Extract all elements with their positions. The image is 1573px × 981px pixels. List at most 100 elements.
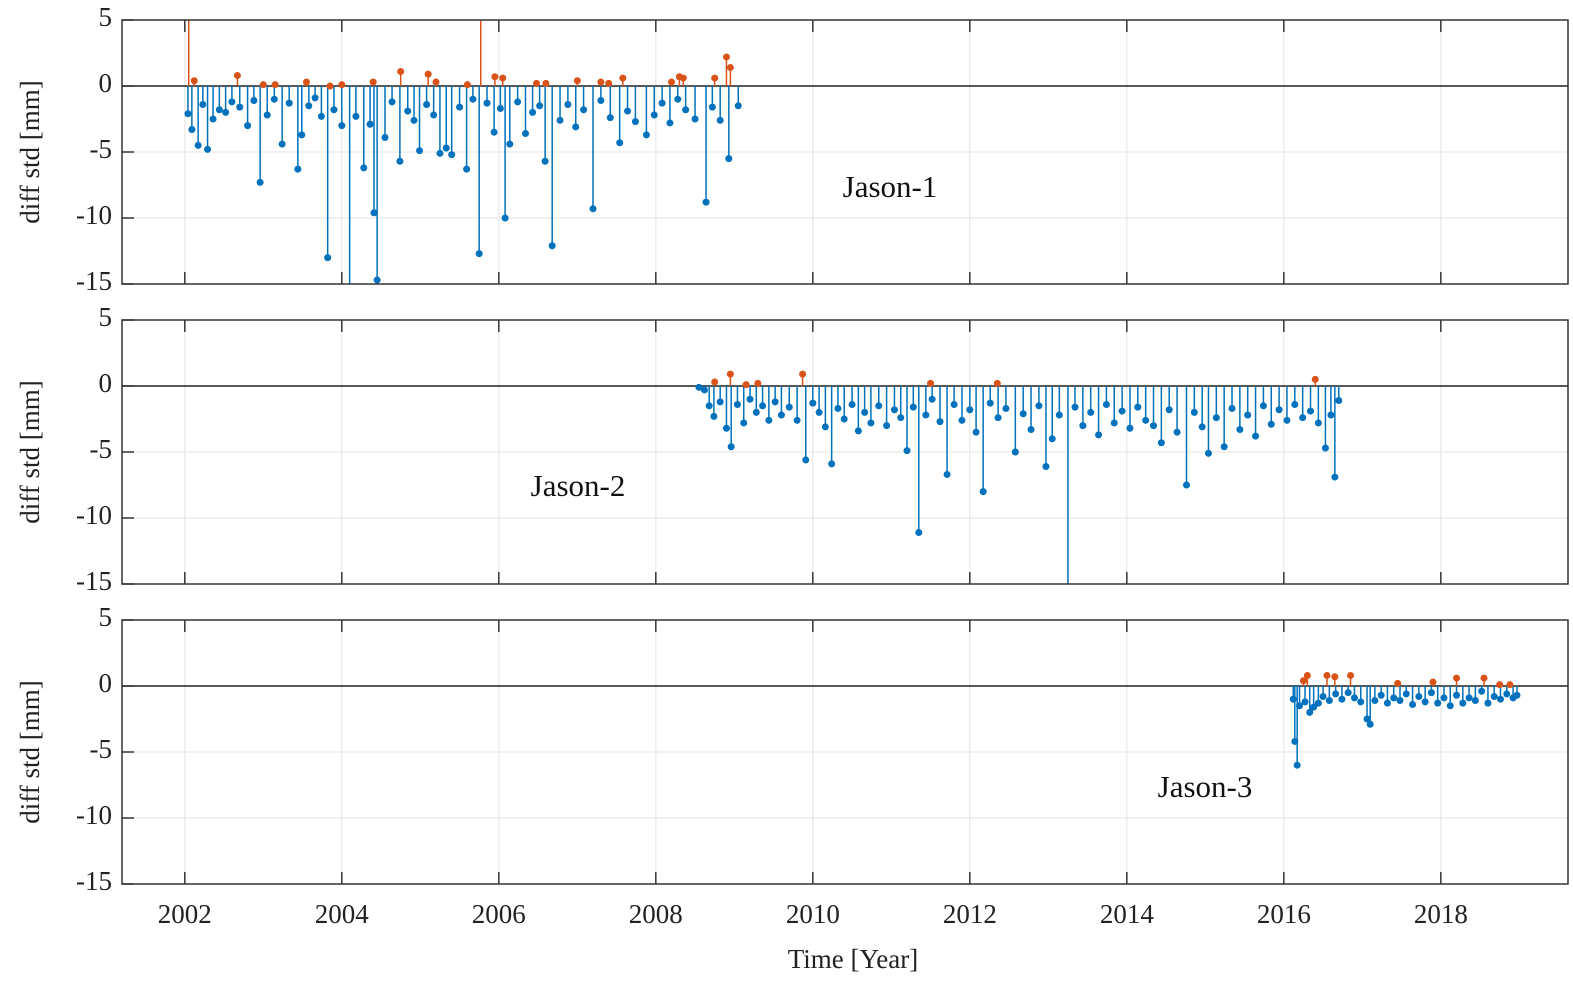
stem-marker <box>1064 594 1071 601</box>
stem-marker <box>564 100 572 108</box>
stem-marker <box>1220 443 1228 451</box>
y-axis-label: diff std [mm] <box>15 680 45 824</box>
y-tick-label: 5 <box>99 2 113 32</box>
y-tick-label: -15 <box>76 266 112 296</box>
stem-marker <box>448 151 456 159</box>
stem-marker <box>993 379 1001 387</box>
stem-marker <box>184 110 192 118</box>
stem-marker <box>875 402 883 410</box>
stem-marker <box>271 81 279 89</box>
stem-marker <box>1325 697 1333 705</box>
stem-marker <box>199 100 207 108</box>
stem-marker <box>733 400 741 408</box>
stem-marker <box>215 106 223 114</box>
stem-marker <box>490 128 498 136</box>
stem-marker <box>966 406 974 414</box>
stem-marker <box>1402 690 1410 698</box>
stem-marker <box>1396 697 1404 705</box>
stem-marker <box>1490 693 1498 701</box>
stem-marker <box>883 422 891 430</box>
stem-marker <box>759 402 767 410</box>
stem-marker <box>986 399 994 407</box>
stem-marker <box>1228 404 1236 412</box>
stem-marker <box>388 98 396 106</box>
stem-marker <box>521 130 529 138</box>
stem-marker <box>725 155 733 163</box>
stem-marker <box>1327 411 1335 419</box>
stem-marker <box>1484 699 1492 707</box>
y-tick-label: -5 <box>90 734 113 764</box>
stem-marker <box>475 250 483 258</box>
stem-marker <box>194 141 202 149</box>
stem-marker <box>915 529 923 537</box>
stem-marker <box>1283 416 1291 424</box>
stem-marker <box>1332 690 1340 698</box>
stem-marker <box>432 78 440 86</box>
y-axis-label: diff std [mm] <box>15 380 45 524</box>
stem-marker <box>1182 481 1190 489</box>
stem-marker <box>324 254 332 262</box>
stem-marker <box>499 74 507 82</box>
stem-marker <box>305 102 313 110</box>
stem-marker <box>909 403 917 411</box>
stem-marker <box>423 100 431 108</box>
stem-marker <box>1459 699 1467 707</box>
stem-marker <box>1002 404 1010 412</box>
stem-marker <box>1314 419 1322 427</box>
stem-marker <box>1323 671 1331 679</box>
stem-marker <box>815 408 823 416</box>
stem-marker <box>1310 703 1318 711</box>
stem-marker <box>897 414 905 422</box>
stem-marker <box>456 103 464 111</box>
stem-marker <box>1471 697 1479 705</box>
stem-marker <box>691 115 699 123</box>
stem-marker <box>726 64 734 72</box>
stem-marker <box>597 78 605 86</box>
annotation: Jason-2 <box>531 468 626 503</box>
y-tick-label: -10 <box>76 500 112 530</box>
stem-marker <box>1204 449 1212 457</box>
stem-marker <box>809 399 817 407</box>
stem-marker <box>370 209 378 217</box>
stem-marker <box>1212 414 1220 422</box>
stem-marker <box>1347 671 1355 679</box>
stem-marker <box>1259 402 1267 410</box>
stem-marker <box>536 102 544 110</box>
stem-marker <box>263 111 271 119</box>
x-tick-label: 2014 <box>1100 899 1155 929</box>
stem-marker <box>1267 420 1275 428</box>
stem-marker <box>1513 691 1521 699</box>
stem-marker <box>369 78 377 86</box>
stem-marker <box>711 378 719 386</box>
x-tick-label: 2010 <box>786 899 840 929</box>
stem-marker <box>785 403 793 411</box>
stem-marker <box>397 67 405 75</box>
stem-marker <box>746 395 754 403</box>
x-tick-label: 2008 <box>629 899 683 929</box>
stem-marker <box>1415 693 1423 701</box>
y-tick-label: -10 <box>76 200 112 230</box>
stem-marker <box>463 165 471 173</box>
stem-marker <box>666 119 674 127</box>
stem-marker <box>1236 426 1244 434</box>
stem-marker <box>708 103 716 111</box>
stem-marker <box>514 98 522 106</box>
stem-marker <box>298 131 306 139</box>
stem-marker <box>373 276 381 284</box>
stem-marker <box>1331 473 1339 481</box>
stem-marker <box>1335 397 1343 405</box>
stem-marker <box>396 157 404 165</box>
stem-marker <box>722 53 730 61</box>
stem-marker <box>848 400 856 408</box>
stem-marker <box>1331 673 1339 681</box>
stem-marker <box>1338 695 1346 703</box>
stem-marker <box>854 427 862 435</box>
stem-marker <box>1306 708 1314 716</box>
stem-marker <box>1291 400 1299 408</box>
stem-marker <box>244 122 252 130</box>
plot-area <box>184 20 742 284</box>
stem-marker <box>259 81 267 89</box>
stem-marker <box>1394 679 1402 687</box>
stem-marker <box>928 395 936 403</box>
stem-marker <box>1453 691 1461 699</box>
